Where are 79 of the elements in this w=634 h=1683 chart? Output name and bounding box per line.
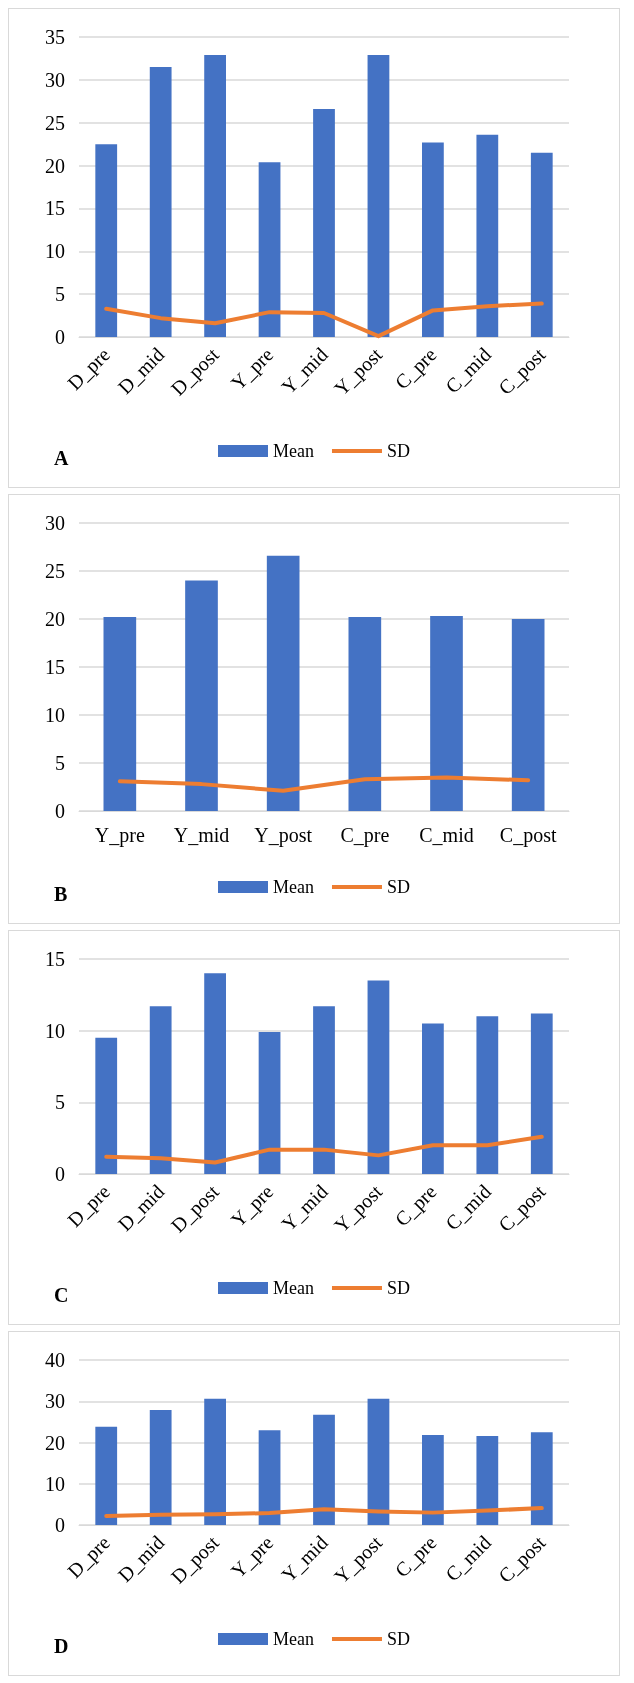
y-tick-label: 10: [45, 1472, 65, 1495]
bar: [430, 616, 463, 811]
bar: [258, 1430, 281, 1525]
bar: [204, 973, 226, 1174]
bar: [476, 1435, 499, 1525]
y-tick-label: 20: [45, 608, 65, 630]
bar: [348, 617, 382, 811]
bar: [204, 55, 226, 337]
bar: [422, 1023, 444, 1174]
bar: [103, 617, 137, 811]
y-tick-label: 5: [55, 1091, 65, 1114]
y-tick-label: 0: [55, 1514, 65, 1536]
bar: [476, 1016, 499, 1174]
bar: [149, 1006, 172, 1174]
x-tick-label: C_post: [499, 824, 557, 847]
bar: [367, 980, 390, 1174]
bar: [313, 1006, 335, 1174]
y-tick-label: 30: [45, 68, 65, 91]
bar: [530, 1432, 553, 1525]
bar: [149, 67, 172, 337]
y-tick-label: 15: [45, 948, 65, 970]
y-tick-label: 0: [55, 800, 65, 822]
y-tick-label: 15: [45, 197, 65, 220]
bar: [258, 1032, 281, 1174]
legend-label: Mean: [273, 1278, 314, 1298]
bar: [149, 1409, 172, 1525]
y-tick-label: 20: [45, 1431, 65, 1454]
y-tick-label: 20: [45, 154, 65, 177]
y-tick-label: 5: [55, 752, 65, 774]
bar: [530, 152, 553, 337]
bar: [204, 1398, 226, 1525]
x-tick-label: Y_post: [254, 824, 313, 847]
y-tick-label: 10: [45, 704, 65, 726]
bar: [185, 580, 218, 811]
legend-label: SD: [386, 877, 410, 897]
bar: [266, 555, 300, 811]
bar: [476, 134, 499, 337]
x-tick-label: Y_pre: [94, 824, 145, 847]
x-tick-label: C_pre: [340, 824, 390, 847]
line-series: [104, 1134, 544, 1165]
y-tick-label: 25: [45, 560, 65, 582]
y-tick-label: 10: [45, 1019, 65, 1042]
text: B: [54, 883, 68, 905]
bar: [313, 1414, 335, 1525]
bar: [258, 162, 281, 337]
legend-label: Mean: [273, 441, 314, 461]
text: A: [54, 447, 69, 469]
text: C: [54, 1284, 69, 1306]
bar: [422, 142, 444, 337]
bar: [95, 1426, 118, 1525]
bar: [95, 1037, 118, 1174]
bar: [511, 619, 545, 811]
bar: [367, 55, 390, 337]
y-tick-label: 0: [55, 1163, 65, 1185]
legend-label: SD: [386, 441, 410, 461]
line-series: [104, 1506, 544, 1518]
bar: [95, 144, 118, 337]
bar: [367, 1398, 390, 1525]
y-tick-label: 10: [45, 240, 65, 263]
legend-label: SD: [386, 1629, 410, 1649]
y-tick-label: 30: [45, 512, 65, 534]
bar: [530, 1013, 553, 1174]
text: D: [54, 1635, 69, 1657]
legend-label: Mean: [273, 1629, 314, 1649]
bar: [422, 1435, 444, 1525]
y-tick-label: 40: [45, 1349, 65, 1371]
x-tick-label: C_mid: [419, 824, 474, 846]
y-tick-label: 25: [45, 111, 65, 134]
legend-label: SD: [386, 1278, 410, 1298]
line-series: [104, 301, 544, 339]
y-tick-label: 5: [55, 283, 65, 306]
y-tick-label: 35: [45, 26, 65, 48]
y-tick-label: 30: [45, 1390, 65, 1413]
legend-label: Mean: [273, 877, 314, 897]
y-tick-label: 15: [45, 656, 65, 678]
x-tick-label: Y_mid: [173, 824, 230, 846]
bar: [313, 109, 335, 337]
line-series: [117, 775, 531, 793]
y-tick-label: 0: [55, 326, 65, 348]
